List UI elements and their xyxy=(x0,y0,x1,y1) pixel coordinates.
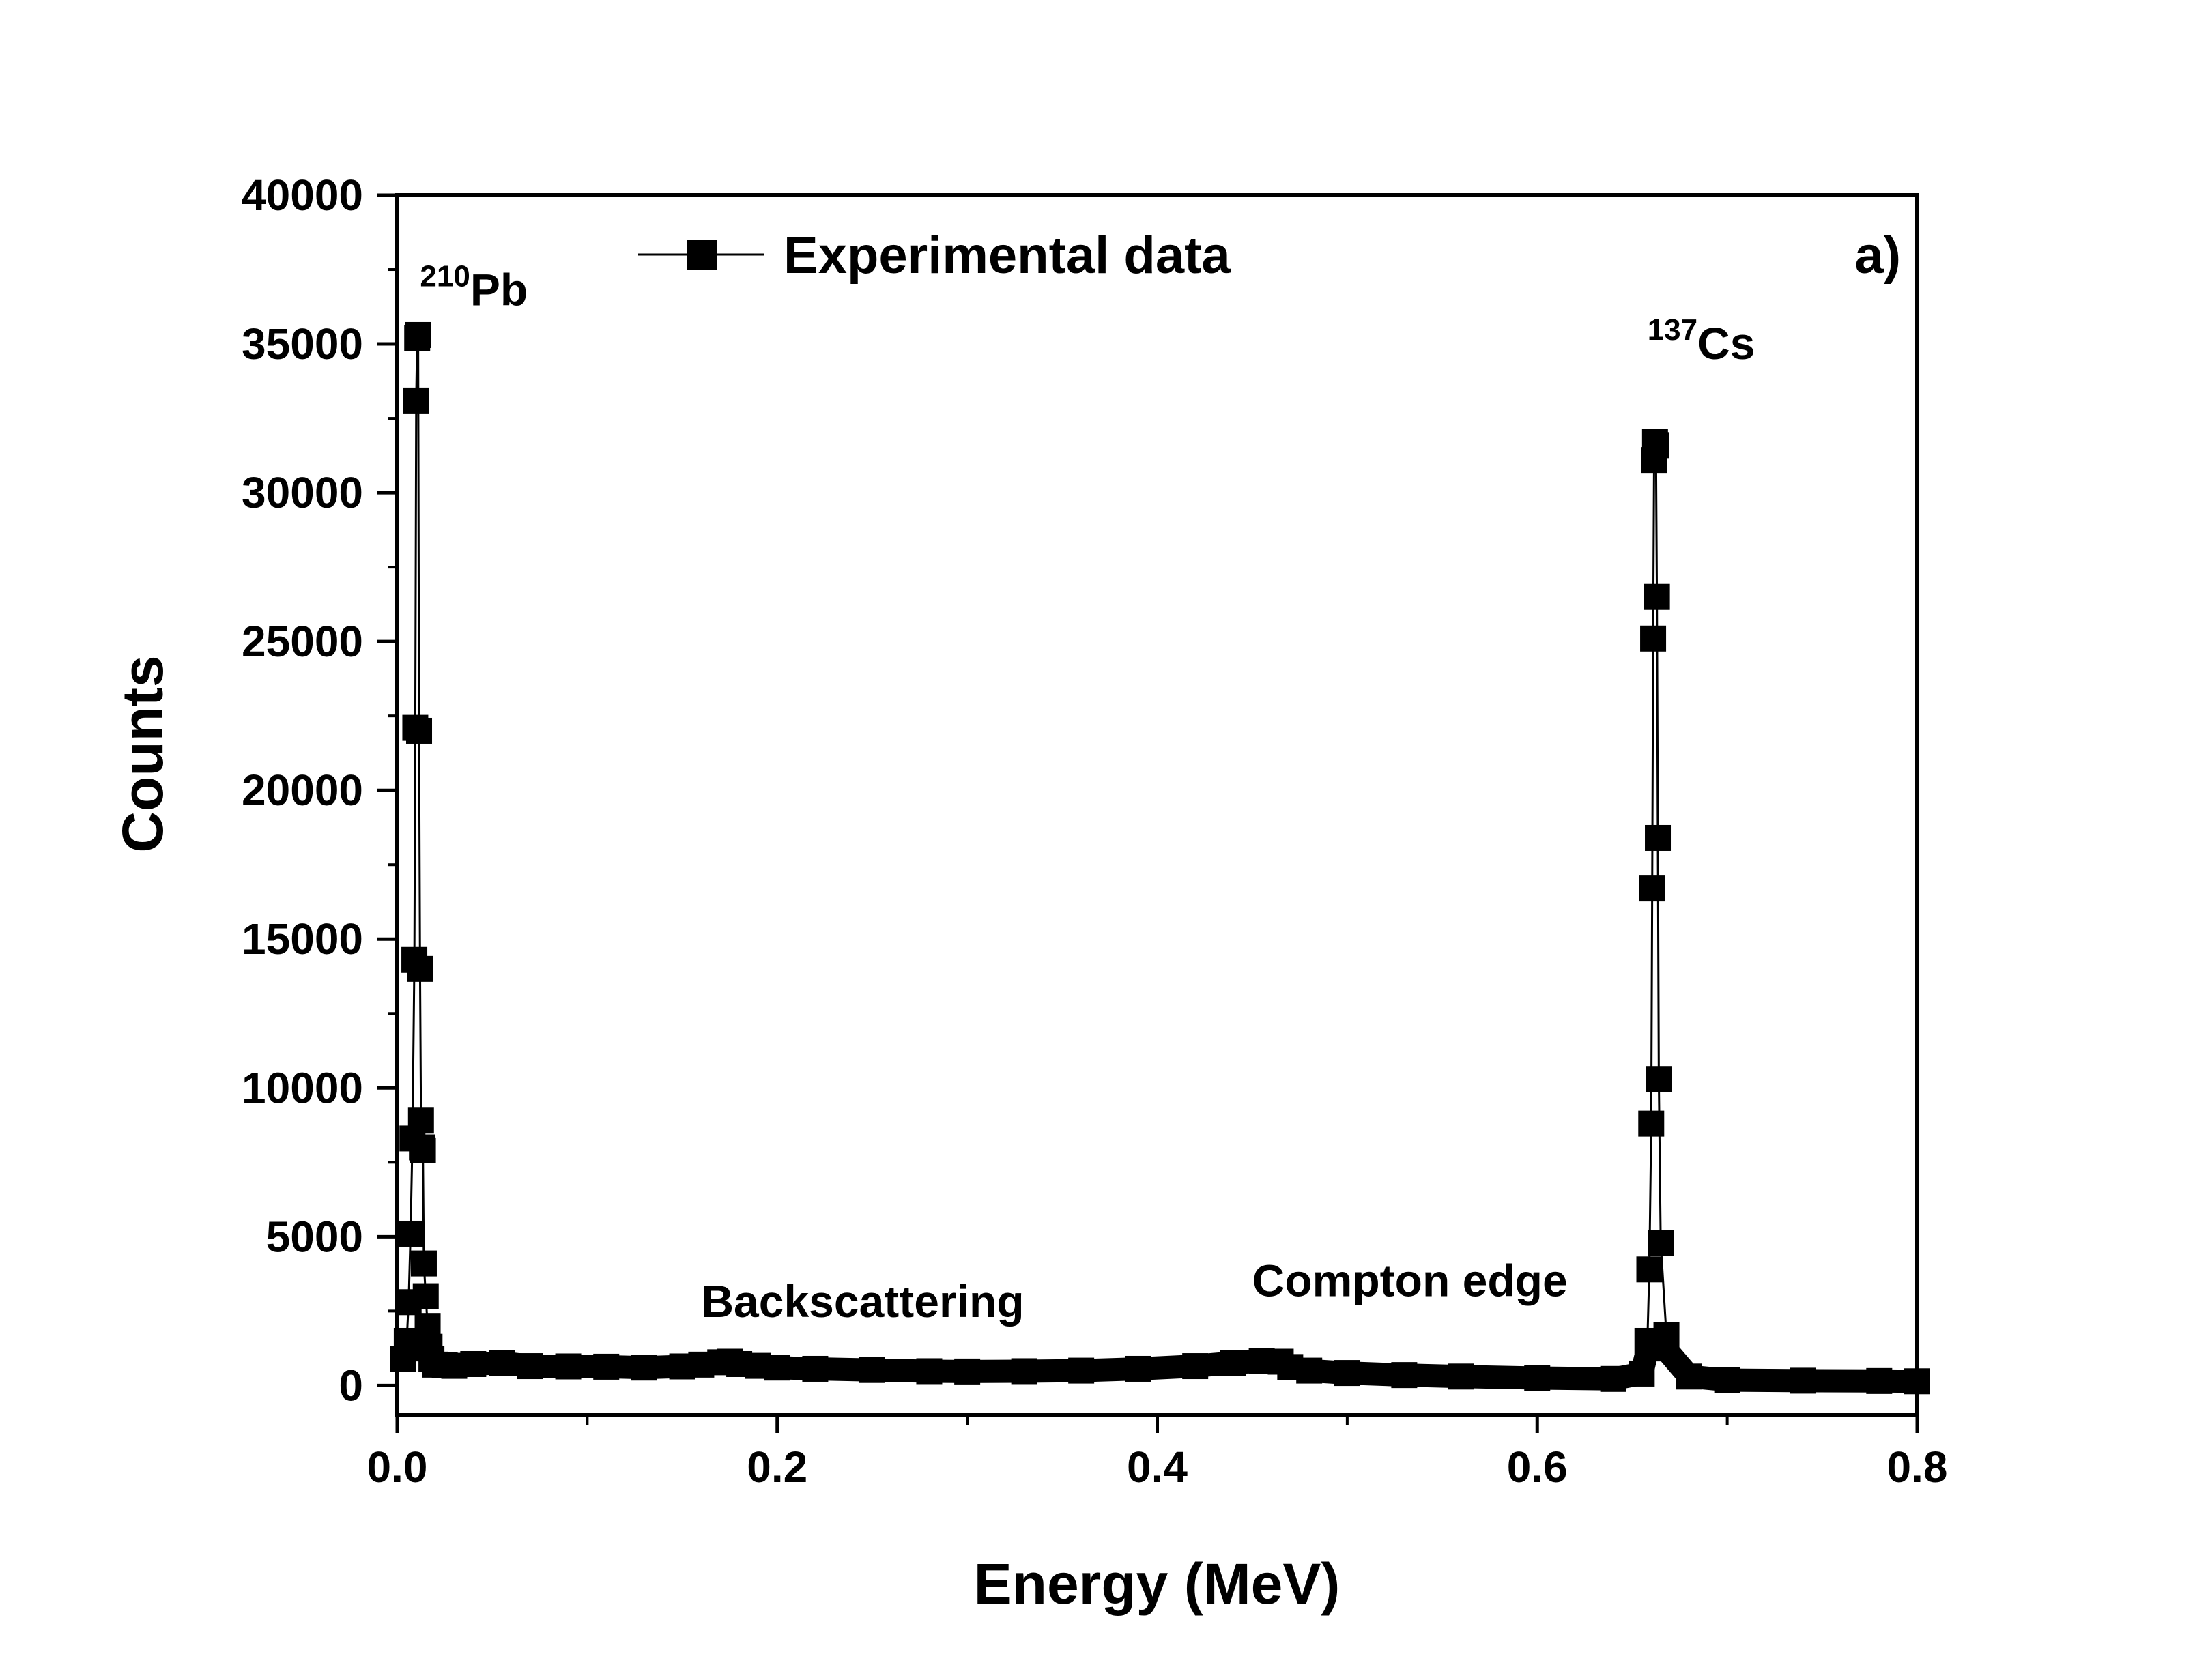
data-point xyxy=(1676,1363,1702,1390)
y-tick-label: 10000 xyxy=(242,1063,363,1112)
annotation-text: Pb xyxy=(470,264,528,315)
y-axis: 0 5000 10000 15000 20000 25000 30000 35000 40000 xyxy=(242,171,397,1410)
x-tick-label: 0.2 xyxy=(747,1443,807,1492)
data-point xyxy=(405,321,431,348)
legend: Experimental data xyxy=(638,227,1231,285)
data-point xyxy=(1643,432,1669,459)
x-axis: 0.0 0.2 0.4 0.6 0.8 xyxy=(367,1415,1948,1492)
y-tick-label: 25000 xyxy=(242,617,363,666)
x-tick-label: 0.4 xyxy=(1127,1443,1188,1492)
data-point xyxy=(1448,1363,1474,1390)
data-point xyxy=(1638,1110,1665,1137)
data-point xyxy=(1125,1355,1151,1382)
data-point xyxy=(1714,1367,1740,1393)
data-point xyxy=(1790,1367,1816,1394)
data-point xyxy=(1636,1256,1663,1283)
data-point xyxy=(410,1137,436,1163)
annotation: Compton edge xyxy=(1252,1256,1568,1306)
data-point xyxy=(1653,1322,1680,1348)
x-tick-label: 0.0 xyxy=(367,1443,428,1492)
data-point xyxy=(1646,1066,1672,1092)
data-point xyxy=(1639,875,1665,902)
legend-marker xyxy=(687,240,717,270)
data-point xyxy=(1640,625,1667,652)
data-point xyxy=(1644,583,1670,610)
annotations: 210Pb 137Cs Backscattering Compton edge xyxy=(420,259,1755,1327)
data-point xyxy=(1011,1358,1037,1385)
data-point xyxy=(403,387,429,414)
data-point xyxy=(1182,1353,1209,1380)
annotation-superscript: 137 xyxy=(1648,313,1697,347)
y-tick-label: 20000 xyxy=(242,766,363,815)
y-tick-label: 15000 xyxy=(242,914,363,964)
data-point xyxy=(859,1357,885,1383)
panel-label: a) xyxy=(1854,227,1901,285)
annotation-text: Cs xyxy=(1697,318,1755,368)
plot-frame xyxy=(395,193,1919,1417)
data-point xyxy=(412,1283,439,1309)
series-line xyxy=(401,334,1918,1382)
data-point xyxy=(1600,1365,1626,1392)
data-point xyxy=(631,1355,657,1381)
data-point xyxy=(517,1353,543,1380)
x-axis-title: Energy (MeV) xyxy=(974,1552,1340,1616)
annotation: Backscattering xyxy=(701,1276,1024,1327)
data-point xyxy=(593,1353,620,1380)
data-point xyxy=(407,955,433,982)
data-point xyxy=(407,1107,434,1134)
data-point xyxy=(489,1350,515,1376)
data-point xyxy=(916,1358,943,1385)
plot-area xyxy=(390,321,1930,1395)
annotation: 210Pb xyxy=(420,259,528,315)
data-point xyxy=(1866,1367,1893,1394)
data-point xyxy=(1391,1362,1418,1389)
data-point xyxy=(802,1355,829,1382)
data-point xyxy=(555,1353,582,1380)
data-point xyxy=(1334,1360,1360,1387)
data-point xyxy=(410,1250,437,1277)
data-point xyxy=(406,717,433,744)
annotation-superscript: 210 xyxy=(420,259,470,293)
data-point xyxy=(1648,1230,1674,1256)
legend-label: Experimental data xyxy=(784,227,1231,285)
data-point xyxy=(1296,1357,1323,1384)
y-tick-label: 5000 xyxy=(266,1212,363,1261)
annotation: 137Cs xyxy=(1648,313,1755,368)
x-tick-label: 0.8 xyxy=(1887,1443,1948,1492)
data-point xyxy=(460,1350,487,1377)
data-point xyxy=(1629,1360,1655,1387)
data-point xyxy=(1220,1350,1246,1376)
y-tick-label: 40000 xyxy=(242,171,363,220)
data-point xyxy=(397,1220,424,1247)
data-point xyxy=(764,1355,790,1381)
y-tick-label: 30000 xyxy=(242,468,363,517)
data-point xyxy=(1524,1365,1551,1391)
x-tick-label: 0.6 xyxy=(1507,1443,1568,1492)
y-tick-label: 0 xyxy=(339,1361,363,1410)
y-tick-label: 35000 xyxy=(242,319,363,368)
data-point xyxy=(1068,1357,1095,1384)
data-point xyxy=(1645,824,1672,851)
data-point xyxy=(954,1358,981,1385)
y-axis-title: Counts xyxy=(111,655,175,852)
